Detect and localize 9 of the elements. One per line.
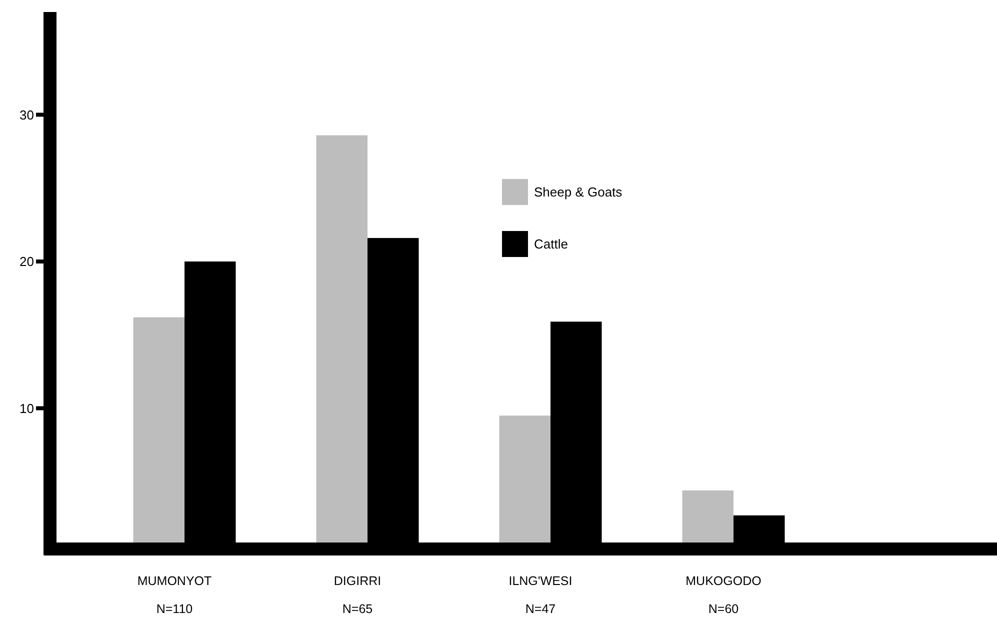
y-tick-label: 10 <box>20 400 34 416</box>
x-tick-label: DIGIRRI N=65 <box>334 574 382 616</box>
y-tick-label: 30 <box>20 107 34 122</box>
legend-label: Sheep & Goats <box>534 184 623 200</box>
x-tick-label: MUMONYOT N=110 <box>137 574 212 616</box>
legend-label: Cattle <box>534 236 568 252</box>
x-tick-label: MUKOGODO N=60 <box>686 574 762 616</box>
y-tick-label: 20 <box>20 254 34 270</box>
x-tick-label: ILNG'WESI N=47 <box>508 574 572 616</box>
